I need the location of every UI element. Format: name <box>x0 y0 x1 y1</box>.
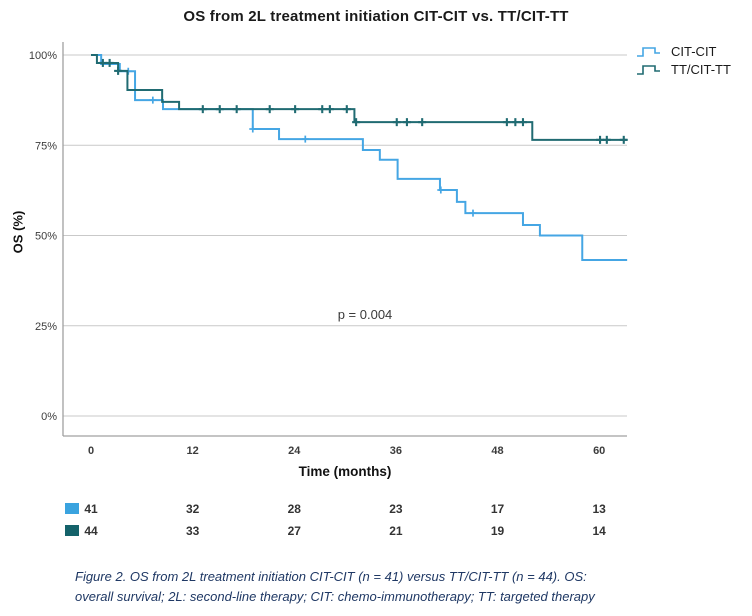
x-tick-label: 12 <box>187 445 199 457</box>
risk-count: 28 <box>287 502 301 516</box>
x-tick-label: 48 <box>491 445 503 457</box>
legend: CIT-CIT TT/CIT-TT <box>636 42 731 78</box>
y-tick-label: 25% <box>35 321 57 333</box>
legend-item-tt-cit-tt: TT/CIT-TT <box>636 60 731 78</box>
risk-count: 17 <box>490 502 505 516</box>
x-tick-label: 0 <box>88 445 94 457</box>
caption-line-1: Figure 2. OS from 2L treatment initiatio… <box>75 569 587 584</box>
risk-count: 21 <box>389 524 403 538</box>
y-tick-label: 100% <box>29 50 57 62</box>
x-axis-label: Time (months) <box>298 464 392 479</box>
caption-line-2: overall survival; 2L: second-line therap… <box>75 589 595 604</box>
step-line-icon <box>637 47 660 57</box>
x-tick-label: 24 <box>288 445 301 457</box>
risk-count: 23 <box>389 502 403 516</box>
risk-row-swatch <box>65 503 79 514</box>
p-value-annotation: p = 0.004 <box>337 307 393 322</box>
chart-title: OS from 2L treatment initiation CIT-CIT … <box>183 8 569 25</box>
y-tick-label: 0% <box>41 411 57 423</box>
y-axis-label: OS (%) <box>10 210 26 254</box>
km-curve-tt-cit-tt <box>91 54 628 141</box>
x-tick-label: 36 <box>390 445 402 457</box>
legend-label-cit-cit: CIT-CIT <box>671 43 717 59</box>
risk-count: 32 <box>185 502 200 516</box>
step-line-icon <box>637 65 660 75</box>
risk-count: 19 <box>490 524 505 538</box>
legend-label-tt-cit-tt: TT/CIT-TT <box>671 61 731 77</box>
risk-count: 41 <box>84 502 98 516</box>
y-tick-label: 75% <box>35 140 57 152</box>
risk-count: 33 <box>185 524 200 538</box>
risk-count: 14 <box>592 524 606 538</box>
risk-row-swatch <box>65 525 79 536</box>
y-tick-label: 50% <box>35 231 57 243</box>
risk-count: 27 <box>287 524 301 538</box>
figure-caption: Figure 2. OS from 2L treatment initiatio… <box>75 567 635 607</box>
risk-count: 13 <box>592 502 606 516</box>
x-tick-label: 60 <box>593 445 605 457</box>
km-curve-cit-cit <box>91 54 628 262</box>
risk-count: 44 <box>84 524 98 538</box>
legend-item-cit-cit: CIT-CIT <box>636 42 731 60</box>
